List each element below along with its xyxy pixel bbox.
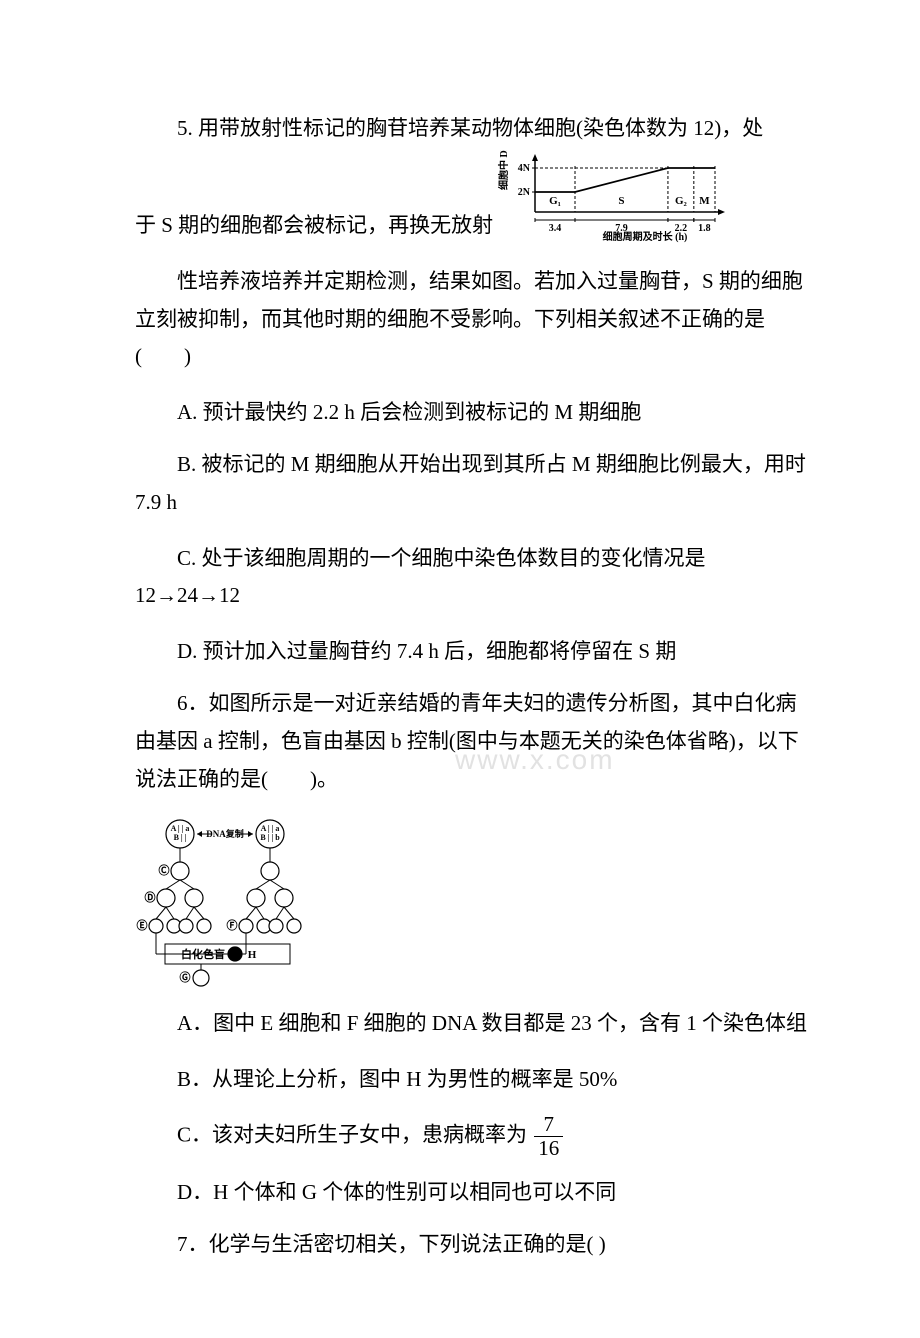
q5-stem-part1: 5. 用带放射性标记的胸苷培养某动物体细胞(染色体数为 12)，处 (135, 110, 810, 148)
q5-option-b: B. 被标记的 M 期细胞从开始出现到其所占 M 期细胞比例最大，用时 7.9 … (135, 446, 810, 522)
q6-option-d: D．H 个体和 G 个体的性别可以相同也可以不同 (135, 1174, 810, 1212)
svg-text:白化色盲: 白化色盲 (181, 947, 225, 961)
q5-option-d: D. 预计加入过量胸苷约 7.4 h 后，细胞都将停留在 S 期 (135, 633, 810, 671)
svg-text:G₂: G₂ (675, 195, 688, 207)
svg-text:G₁: G₁ (549, 195, 561, 207)
svg-text:1.8: 1.8 (698, 223, 711, 234)
svg-text:2N: 2N (518, 187, 531, 198)
page-content: 5. 用带放射性标记的胸苷培养某动物体细胞(染色体数为 12)，处 于 S 期的… (135, 110, 810, 1264)
q6-option-c-fraction: 7 16 (534, 1113, 563, 1160)
q5-chart: 细胞中 DNA 含量4N2NG₁SG₂M3.47.92.21.8细胞周期及时长 … (497, 150, 727, 245)
q5-option-c: C. 处于该细胞周期的一个细胞中染色体数目的变化情况是12→24→12 (135, 540, 810, 616)
svg-text:A | | a: A | | a (261, 824, 280, 833)
svg-text:细胞中 DNA 含量: 细胞中 DNA 含量 (497, 150, 510, 190)
svg-text:细胞周期及时长 (h): 细胞周期及时长 (h) (603, 230, 688, 243)
svg-text:Ⓒ: Ⓒ (159, 863, 170, 877)
q5-line2: 于 S 期的细胞都会被标记，再换无放射 细胞中 DNA 含量 4N 2N G₁ S G₂ M… (135, 150, 810, 245)
svg-text:Ⓖ: Ⓖ (180, 970, 191, 984)
svg-text:B | |: B | | (174, 833, 187, 842)
q6-option-a: A．图中 E 细胞和 F 细胞的 DNA 数目都是 23 个，含有 1 个染色体… (135, 1005, 810, 1043)
q6-diagram: A | | aB | |A | | aB | | bDNA复制ⒸⒹⒺⒻ白化色盲H… (135, 816, 810, 991)
q6-option-c-prefix: C．该对夫妇所生子女中，患病概率为 (177, 1122, 527, 1146)
svg-text:A | | a: A | | a (171, 824, 190, 833)
q7-stem: 7．化学与生活密切相关，下列说法正确的是( ) (135, 1226, 810, 1264)
q6-option-c: C．该对夫妇所生子女中，患病概率为 7 16 (135, 1113, 810, 1160)
q5-stem-part3: 性培养液培养并定期检测，结果如图。若加入过量胸苷，S 期的细胞立刻被抑制，而其他… (135, 263, 810, 376)
svg-text:Ⓔ: Ⓔ (137, 918, 148, 932)
svg-text:S: S (619, 195, 625, 207)
svg-text:DNA复制: DNA复制 (206, 828, 244, 839)
svg-text:Ⓓ: Ⓓ (145, 890, 156, 904)
q5-stem-part2: 于 S 期的细胞都会被标记，再换无放射 (135, 207, 493, 245)
svg-text:B | | b: B | | b (260, 833, 280, 842)
svg-text:4N: 4N (518, 163, 531, 174)
svg-text:M: M (699, 195, 710, 207)
fraction-den: 16 (534, 1137, 563, 1160)
svg-text:H: H (248, 949, 257, 961)
q5-option-a: A. 预计最快约 2.2 h 后会检测到被标记的 M 期细胞 (135, 394, 810, 432)
q6-option-b: B．从理论上分析，图中 H 为男性的概率是 50% (135, 1061, 810, 1099)
fraction-num: 7 (534, 1113, 563, 1137)
svg-text:3.4: 3.4 (549, 223, 562, 234)
svg-text:Ⓕ: Ⓕ (227, 918, 238, 932)
q5-stem-block: 5. 用带放射性标记的胸苷培养某动物体细胞(染色体数为 12)，处 于 S 期的… (135, 110, 810, 245)
q6-stem: 6．如图所示是一对近亲结婚的青年夫妇的遗传分析图，其中白化病由基因 a 控制，色… (135, 685, 810, 798)
